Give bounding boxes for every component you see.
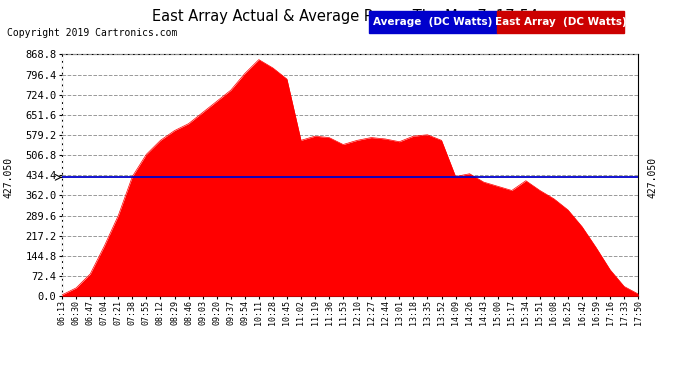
Text: East Array Actual & Average Power Thu Mar 7  17:54: East Array Actual & Average Power Thu Ma…	[152, 9, 538, 24]
Text: Average  (DC Watts): Average (DC Watts)	[373, 17, 493, 27]
Text: East Array  (DC Watts): East Array (DC Watts)	[495, 17, 627, 27]
Text: Copyright 2019 Cartronics.com: Copyright 2019 Cartronics.com	[7, 28, 177, 38]
Text: 427.050: 427.050	[647, 157, 657, 198]
Text: 427.050: 427.050	[3, 157, 13, 198]
